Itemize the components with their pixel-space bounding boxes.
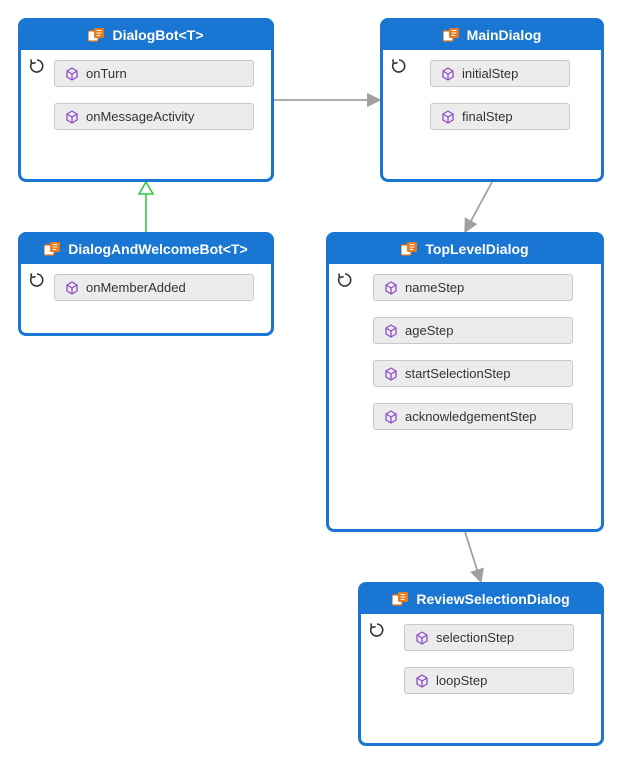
method-label: ageStep bbox=[405, 323, 453, 338]
connector-arrow bbox=[465, 532, 481, 582]
class-box-topLevel: TopLevelDialog nameStep ageStep startSel… bbox=[326, 232, 604, 532]
cycle-icon bbox=[337, 272, 353, 288]
method-ageStep: ageStep bbox=[373, 317, 573, 344]
class-box-mainDialog: MainDialog initialStep finalStep bbox=[380, 18, 604, 182]
method-label: selectionStep bbox=[436, 630, 514, 645]
connector-arrow bbox=[465, 182, 492, 232]
class-box-dialogBot: DialogBot<T> onTurn onMessageActivity bbox=[18, 18, 274, 182]
inherit-arrowhead bbox=[139, 182, 153, 194]
method-label: loopStep bbox=[436, 673, 487, 688]
method-label: nameStep bbox=[405, 280, 464, 295]
method-label: initialStep bbox=[462, 66, 518, 81]
cube-icon bbox=[441, 110, 455, 124]
class-title: DialogBot<T> bbox=[21, 21, 271, 50]
method-startSelectionStep: startSelectionStep bbox=[373, 360, 573, 387]
class-icon bbox=[401, 242, 419, 256]
class-title: ReviewSelectionDialog bbox=[361, 585, 601, 614]
class-icon bbox=[88, 28, 106, 42]
method-nameStep: nameStep bbox=[373, 274, 573, 301]
cube-icon bbox=[65, 110, 79, 124]
class-body: onMemberAdded bbox=[21, 264, 271, 315]
method-onMemberAdded: onMemberAdded bbox=[54, 274, 254, 301]
method-label: onTurn bbox=[86, 66, 127, 81]
cube-icon bbox=[65, 281, 79, 295]
method-acknowledgementStep: acknowledgementStep bbox=[373, 403, 573, 430]
class-icon bbox=[443, 28, 461, 42]
method-onTurn: onTurn bbox=[54, 60, 254, 87]
class-title-text: DialogAndWelcomeBot<T> bbox=[68, 241, 247, 257]
class-body: onTurn onMessageActivity bbox=[21, 50, 271, 144]
method-label: startSelectionStep bbox=[405, 366, 511, 381]
class-title-text: DialogBot<T> bbox=[112, 27, 203, 43]
class-title: TopLevelDialog bbox=[329, 235, 601, 264]
method-loopStep: loopStep bbox=[404, 667, 574, 694]
cube-icon bbox=[441, 67, 455, 81]
class-body: nameStep ageStep startSelectionStep ackn… bbox=[329, 264, 601, 444]
method-label: onMessageActivity bbox=[86, 109, 194, 124]
cycle-icon bbox=[29, 58, 45, 74]
cycle-icon bbox=[29, 272, 45, 288]
method-label: onMemberAdded bbox=[86, 280, 186, 295]
method-initialStep: initialStep bbox=[430, 60, 570, 87]
class-icon bbox=[392, 592, 410, 606]
method-finalStep: finalStep bbox=[430, 103, 570, 130]
method-selectionStep: selectionStep bbox=[404, 624, 574, 651]
class-title: DialogAndWelcomeBot<T> bbox=[21, 235, 271, 264]
cycle-icon bbox=[391, 58, 407, 74]
class-icon bbox=[44, 242, 62, 256]
class-title-text: ReviewSelectionDialog bbox=[416, 591, 569, 607]
cube-icon bbox=[384, 410, 398, 424]
class-title-text: TopLevelDialog bbox=[425, 241, 528, 257]
method-label: finalStep bbox=[462, 109, 513, 124]
class-title-text: MainDialog bbox=[467, 27, 542, 43]
method-label: acknowledgementStep bbox=[405, 409, 537, 424]
cube-icon bbox=[415, 631, 429, 645]
method-onMessageActivity: onMessageActivity bbox=[54, 103, 254, 130]
cube-icon bbox=[384, 367, 398, 381]
cube-icon bbox=[65, 67, 79, 81]
class-title: MainDialog bbox=[383, 21, 601, 50]
class-body: selectionStep loopStep bbox=[361, 614, 601, 708]
class-box-welcomeBot: DialogAndWelcomeBot<T> onMemberAdded bbox=[18, 232, 274, 336]
class-box-review: ReviewSelectionDialog selectionStep loop… bbox=[358, 582, 604, 746]
cube-icon bbox=[384, 324, 398, 338]
cube-icon bbox=[415, 674, 429, 688]
cube-icon bbox=[384, 281, 398, 295]
class-body: initialStep finalStep bbox=[383, 50, 601, 144]
cycle-icon bbox=[369, 622, 385, 638]
diagram-canvas: DialogBot<T> onTurn onMessageActivity Ma… bbox=[0, 0, 624, 781]
